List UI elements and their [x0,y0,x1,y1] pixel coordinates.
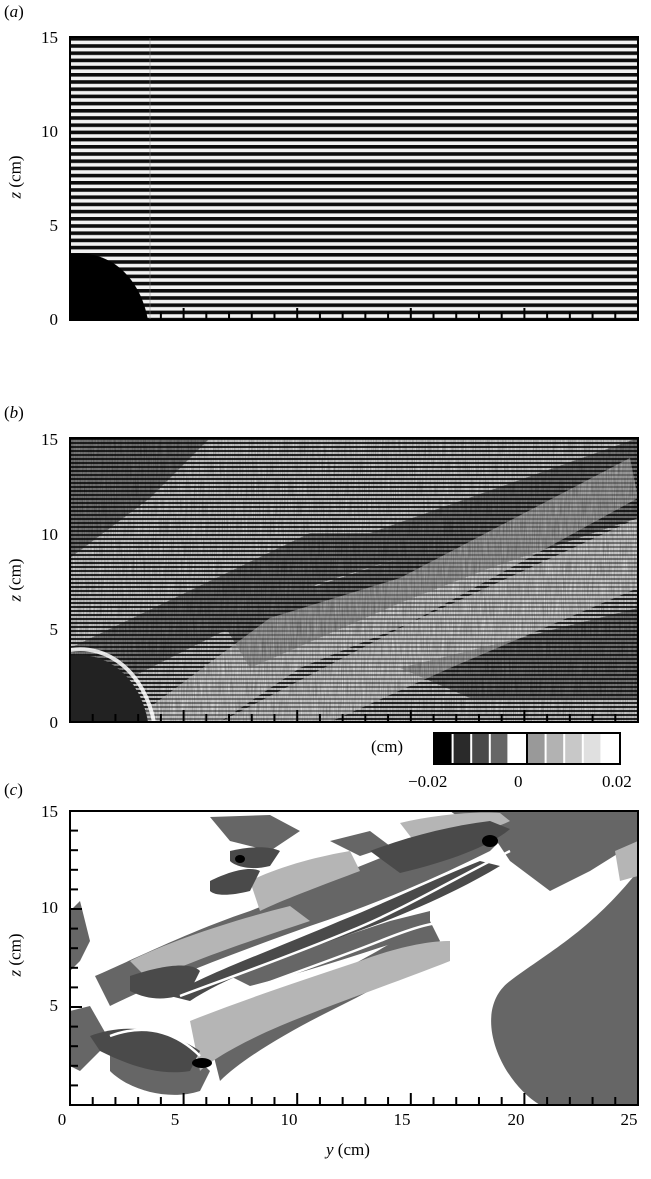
xaxis-label: y (cm) [326,1140,370,1159]
xtick-0: 0 [57,1110,67,1129]
panel-b-ylabel: z (cm) [5,558,25,602]
panel-b-ytick-10: 10 [41,525,58,544]
panel-a-ylabel: z (cm) [5,155,25,199]
panel-b-ytick-5: 5 [49,620,59,639]
panel-b-distorted-stripe-image [69,437,639,723]
panel-c-label: (c) [4,780,23,799]
colorbar-tick-zero: 0 [514,772,523,791]
panel-b-obstacle-shadow [70,655,148,722]
panel-a-stripe-image [69,36,639,321]
xtick-5: 5 [170,1110,180,1129]
panel-c-ylabel: z (cm) [5,933,25,977]
colorbar-tick-max: 0.02 [602,772,632,791]
colorbar-cell [489,733,509,764]
panel-a-ytick-0: 0 [49,310,59,329]
panel-c-ytick-5: 5 [49,996,59,1015]
panel-c-contour-plot [69,810,639,1106]
xtick-20: 20 [507,1110,525,1129]
panel-c-ytick-15: 15 [41,802,58,821]
colorbar-cell [471,733,491,764]
panel-a-obstacle-shadow [70,253,148,320]
colorbar-cell [508,733,528,764]
xtick-25: 25 [620,1110,638,1129]
panel-a-label: (a) [4,2,24,21]
colorbar-unit: (cm) [371,737,404,756]
colorbar-cell [434,733,454,764]
colorbar-cell [582,733,602,764]
xtick-15: 15 [393,1110,411,1129]
panel-a-ytick-5: 5 [49,216,59,235]
panel-a-ytick-10: 10 [41,122,58,141]
colorbar-cell [601,733,621,764]
panel-c-ytick-10: 10 [41,898,58,917]
panel-b-ytick-15: 15 [41,430,58,449]
colorbar-cell [527,733,547,764]
xtick-10: 10 [280,1110,298,1129]
panel-b-ytick-0: 0 [49,713,59,732]
panel-a-ytick-15: 15 [41,28,58,47]
colorbar-cell [564,733,584,764]
panel-b-label: (b) [4,403,24,422]
colorbar-cell [452,733,472,764]
colorbar-cell [545,733,565,764]
colorbar [433,732,621,765]
colorbar-tick-min: −0.02 [408,772,448,791]
